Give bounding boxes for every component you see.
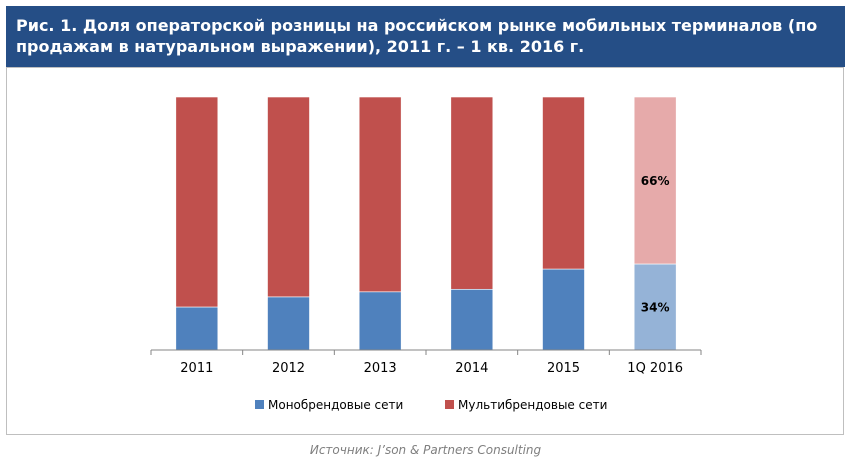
bar-mono-2013 bbox=[358, 291, 402, 351]
bar-multi-2014 bbox=[450, 96, 494, 290]
legend-label-mono: Монобрендовые сети bbox=[268, 398, 403, 412]
x-tick-label: 2015 bbox=[547, 361, 580, 376]
chart-title: Рис. 1. Доля операторской розницы на рос… bbox=[6, 6, 845, 67]
legend-label-multi: Мультибрендовые сети bbox=[458, 398, 607, 412]
data-label-multi: 66% bbox=[641, 174, 670, 188]
data-label-mono: 34% bbox=[641, 300, 670, 314]
bar-multi-2011 bbox=[175, 96, 219, 308]
x-tick-label: 2013 bbox=[364, 361, 397, 376]
bar-multi-2012 bbox=[267, 96, 310, 298]
bar-mono-2015 bbox=[542, 268, 585, 351]
bar-mono-1q-2016 bbox=[633, 263, 677, 351]
stacked-bar-chart: 34% 66% 2011 2012 2013 2014 2015 1Q 2016 Монобре… bbox=[150, 96, 702, 412]
x-tick-label: 2011 bbox=[180, 361, 213, 376]
legend-swatch-mono bbox=[255, 400, 264, 409]
chart-frame: 34% 66% 2011 2012 2013 2014 2015 1Q 2016 Монобре… bbox=[6, 67, 844, 435]
source-note: Источник: J’son & Partners Consulting bbox=[309, 443, 542, 457]
x-tick-label: 1Q 2016 bbox=[627, 361, 683, 376]
bar-mono-2011 bbox=[175, 306, 219, 351]
bar-mono-2014 bbox=[450, 288, 494, 351]
x-tick-label: 2012 bbox=[272, 361, 305, 376]
bar-mono-2012 bbox=[267, 296, 310, 351]
bar-multi-2015 bbox=[542, 96, 585, 270]
bar-multi-2013 bbox=[358, 96, 402, 293]
x-tick-label: 2014 bbox=[455, 361, 488, 376]
legend-swatch-multi bbox=[445, 400, 454, 409]
bar-multi-1q-2016 bbox=[633, 96, 677, 265]
